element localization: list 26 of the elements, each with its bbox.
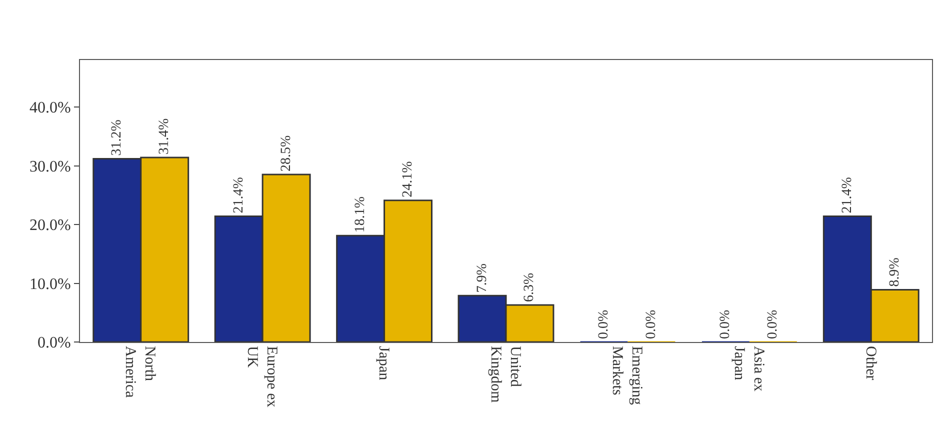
data-label: 8.9% [887, 257, 902, 287]
data-label: 21.4% [231, 176, 246, 214]
data-label: 0.0% [644, 310, 659, 339]
data-label: 0.0% [718, 310, 734, 339]
x-tick-label: Japan [375, 346, 392, 381]
x-tick-label: Europe ex UK [244, 346, 280, 408]
data-label: 0.0% [596, 310, 612, 339]
x-tick-label: United Kingdom [487, 346, 523, 403]
y-tick-label: 30.0% [29, 158, 71, 176]
y-tick-label: 40.0% [29, 100, 71, 117]
data-label: 31.4% [157, 118, 172, 155]
x-tick-label: Other [862, 346, 878, 380]
x-tick-label: Asia ex Japan [730, 346, 766, 392]
y-tick-label: 20.0% [29, 217, 71, 234]
y-tick-label: 0.0% [37, 334, 71, 352]
x-tick-label: North America [122, 346, 158, 398]
data-label: 24.1% [400, 160, 416, 198]
data-label: 28.5% [278, 135, 294, 172]
x-tick-label: Emerging Markets [609, 346, 645, 406]
data-label: 0.0% [766, 310, 781, 339]
data-label: 6.3% [522, 272, 538, 302]
data-label: 7.9% [474, 263, 490, 293]
data-label: 31.2% [110, 119, 125, 156]
y-tick-label: 10.0% [29, 276, 71, 293]
data-label: 18.1% [353, 196, 368, 233]
data-label: 21.4% [840, 176, 855, 214]
